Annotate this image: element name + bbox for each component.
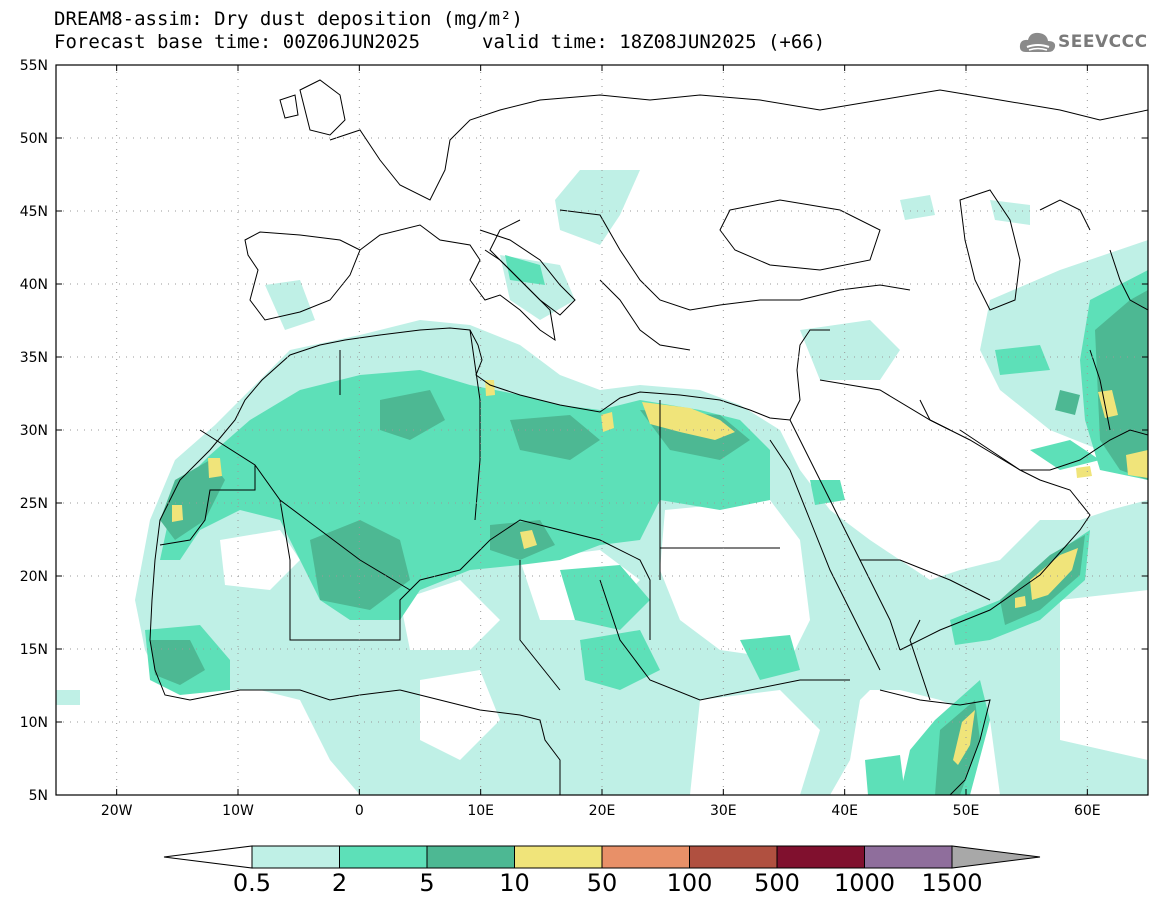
colorbar-over-triangle bbox=[951, 845, 1041, 869]
axis-ticks: 20W 10W 0 10E 20E 30E 40E 50E 60E 55N 50N 45N 40N 35N… bbox=[20, 58, 1148, 819]
colorbar-swatch bbox=[514, 845, 603, 869]
map-gridlines bbox=[56, 65, 1148, 795]
coastlines-borders bbox=[149, 79, 1148, 795]
logo-text: SEEVCCC bbox=[1058, 32, 1148, 52]
y-tick-label: 40N bbox=[20, 277, 48, 293]
colorbar-label: 2 bbox=[332, 869, 347, 897]
colorbar-label: 0.5 bbox=[233, 869, 271, 897]
colorbar-label: 100 bbox=[667, 869, 713, 897]
y-tick-label: 55N bbox=[20, 58, 48, 74]
x-tick-label: 20E bbox=[589, 803, 616, 819]
colorbar-label: 1000 bbox=[834, 869, 895, 897]
x-tick-label: 10E bbox=[467, 803, 494, 819]
colorbar-swatch bbox=[426, 845, 515, 869]
forecast-base-time: Forecast base time: 00Z06JUN2025 bbox=[54, 31, 421, 53]
colorbar-swatch bbox=[864, 845, 953, 869]
level-10-50 bbox=[172, 380, 1148, 765]
y-tick-label: 5N bbox=[29, 788, 48, 804]
colorbar-swatch bbox=[689, 845, 778, 869]
colorbar-under-triangle bbox=[163, 845, 253, 869]
y-tick-label: 15N bbox=[20, 642, 48, 658]
y-tick-label: 25N bbox=[20, 496, 48, 512]
colorbar-swatch bbox=[339, 845, 428, 869]
x-tick-label: 0 bbox=[355, 803, 364, 819]
colorbar: 0.5 2 5 10 50 100 500 1000 1500 bbox=[163, 845, 1041, 897]
x-tick-label: 10W bbox=[222, 803, 254, 819]
deposition-shading bbox=[56, 170, 1148, 795]
colorbar-swatch bbox=[251, 845, 340, 869]
colorbar-label: 50 bbox=[587, 869, 618, 897]
colorbar-label: 10 bbox=[499, 869, 530, 897]
x-tick-label: 40E bbox=[831, 803, 858, 819]
x-tick-label: 60E bbox=[1074, 803, 1101, 819]
map-title: DREAM8-assim: Dry dust deposition (mg/m²… bbox=[54, 8, 523, 30]
y-tick-label: 30N bbox=[20, 423, 48, 439]
x-tick-label: 20W bbox=[101, 803, 133, 819]
x-tick-label: 50E bbox=[953, 803, 980, 819]
y-tick-label: 10N bbox=[20, 715, 48, 731]
colorbar-label: 5 bbox=[419, 869, 434, 897]
y-tick-label: 35N bbox=[20, 350, 48, 366]
y-tick-label: 20N bbox=[20, 569, 48, 585]
cloud-logo-icon bbox=[1019, 32, 1056, 52]
seevccc-logo: SEEVCCC bbox=[1018, 28, 1153, 58]
colorbar-label: 500 bbox=[754, 869, 800, 897]
x-tick-label: 30E bbox=[710, 803, 737, 819]
valid-time: valid time: 18Z08JUN2025 (+66) bbox=[482, 31, 826, 53]
colorbar-swatch bbox=[776, 845, 865, 869]
colorbar-label: 1500 bbox=[921, 869, 982, 897]
y-tick-label: 45N bbox=[20, 204, 48, 220]
colorbar-swatch bbox=[601, 845, 690, 869]
y-tick-label: 50N bbox=[20, 131, 48, 147]
